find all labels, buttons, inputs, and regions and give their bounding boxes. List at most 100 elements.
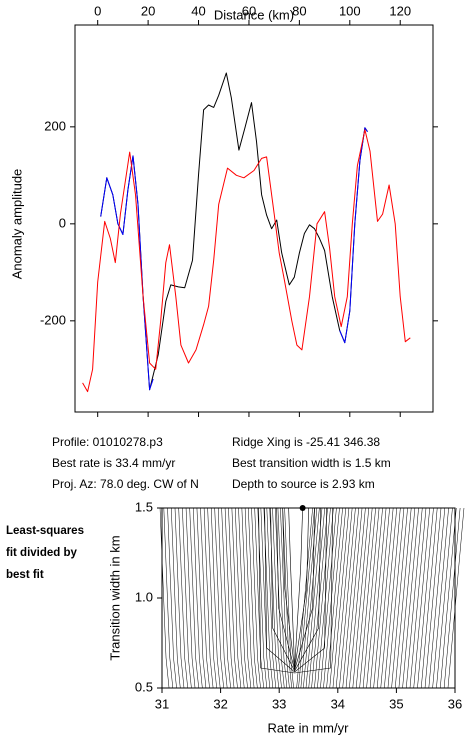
contour-line — [171, 507, 181, 689]
contour-line — [248, 507, 258, 689]
contour-line — [241, 507, 252, 689]
contour-line — [270, 507, 321, 672]
x-tick-label: 36 — [448, 696, 462, 711]
contour-line — [335, 507, 353, 689]
contour-line — [440, 507, 457, 689]
side-label: Least-squares — [6, 525, 84, 537]
contour-line — [362, 507, 380, 689]
contour-line — [284, 507, 294, 689]
contour-line — [244, 507, 255, 689]
contour-line — [217, 507, 228, 689]
contour-line — [214, 507, 224, 689]
contour-line — [203, 507, 214, 689]
info: Ridge Xing is -25.41 346.38 — [232, 435, 380, 449]
contour-line — [298, 507, 315, 689]
contour-line — [380, 507, 397, 689]
contour-line — [167, 507, 177, 689]
contour-line — [260, 507, 271, 689]
contour-line — [210, 507, 221, 689]
contour-line — [387, 507, 405, 689]
y-tick-label: 200 — [44, 118, 66, 133]
contour-line — [163, 507, 174, 689]
contour-line — [326, 507, 343, 689]
y-tick-label: 1.5 — [135, 499, 153, 514]
contour-line — [359, 507, 376, 689]
contour-line — [258, 507, 333, 674]
info: Best rate is 33.4 mm/yr — [52, 456, 175, 470]
contour-line — [332, 507, 350, 689]
contour-line — [308, 507, 325, 689]
y-tick-label: 0 — [59, 215, 66, 230]
contour-line — [231, 507, 242, 689]
contour-line — [398, 507, 416, 689]
contour-line — [424, 507, 442, 689]
x-tick-label: 120 — [389, 3, 411, 18]
contour-line — [413, 507, 430, 689]
contour-line — [189, 507, 199, 689]
contour-line — [303, 507, 320, 689]
y-axis-title: Transition width in km — [107, 535, 122, 660]
x-tick-label: 34 — [331, 696, 345, 711]
best-fit-point — [299, 505, 306, 511]
contour-line — [349, 507, 366, 689]
contour-line — [182, 507, 192, 689]
contour-line — [228, 507, 238, 689]
contour-line — [417, 507, 434, 689]
x-axis-title: Distance (km) — [214, 7, 294, 22]
data-line — [82, 129, 411, 393]
x-axis-title: Rate in mm/yr — [268, 720, 350, 735]
x-tick-label: 80 — [292, 3, 306, 18]
contour-line — [352, 507, 370, 689]
contour-field — [159, 507, 465, 689]
side-label: fit divided by — [6, 547, 78, 559]
contour-line — [266, 507, 277, 689]
contour-line — [224, 507, 235, 689]
contour-line — [282, 507, 292, 689]
contour-line — [447, 507, 465, 689]
data-line — [100, 127, 368, 391]
contour-line — [264, 507, 327, 673]
y-axis-title: Anomaly amplitude — [9, 169, 24, 280]
y-tick-label: 1.0 — [135, 589, 153, 604]
contour-line — [311, 507, 328, 689]
contour-line — [251, 507, 261, 689]
contour-line — [263, 507, 274, 689]
contour-line — [305, 507, 323, 689]
x-tick-label: 32 — [213, 696, 227, 711]
contour-line — [221, 507, 231, 689]
contour-line — [402, 507, 419, 689]
contour-line — [277, 507, 288, 689]
contour-line — [342, 507, 359, 689]
contour-line — [366, 507, 383, 689]
contour-line — [345, 507, 363, 689]
info: Profile: 01010278.p3 — [52, 435, 163, 449]
contour-line — [200, 507, 210, 689]
top-frame — [74, 24, 434, 413]
contour-line — [373, 507, 390, 689]
contour-line — [275, 507, 285, 689]
contour-line — [193, 507, 203, 689]
info: Depth to source is 2.93 km — [232, 477, 375, 491]
contour-line — [355, 507, 373, 689]
contour-line — [376, 507, 394, 689]
contour-line — [174, 507, 185, 689]
side-label: best fit — [6, 569, 44, 581]
contour-line — [276, 507, 315, 672]
y-tick-label: 0.5 — [135, 679, 153, 694]
contour-line — [178, 507, 188, 689]
contour-line — [420, 507, 438, 689]
contour-line — [257, 507, 268, 689]
x-tick-label: 100 — [339, 3, 361, 18]
contour-line — [369, 507, 387, 689]
contour-line — [339, 507, 356, 689]
contour-line — [207, 507, 217, 689]
x-tick-label: 35 — [389, 696, 403, 711]
contour-line — [185, 507, 196, 689]
contour-line — [234, 507, 245, 689]
y-tick-label: -200 — [40, 312, 66, 327]
contour-line — [394, 507, 412, 689]
x-tick-label: 0 — [94, 3, 101, 18]
contour-line — [391, 507, 408, 689]
